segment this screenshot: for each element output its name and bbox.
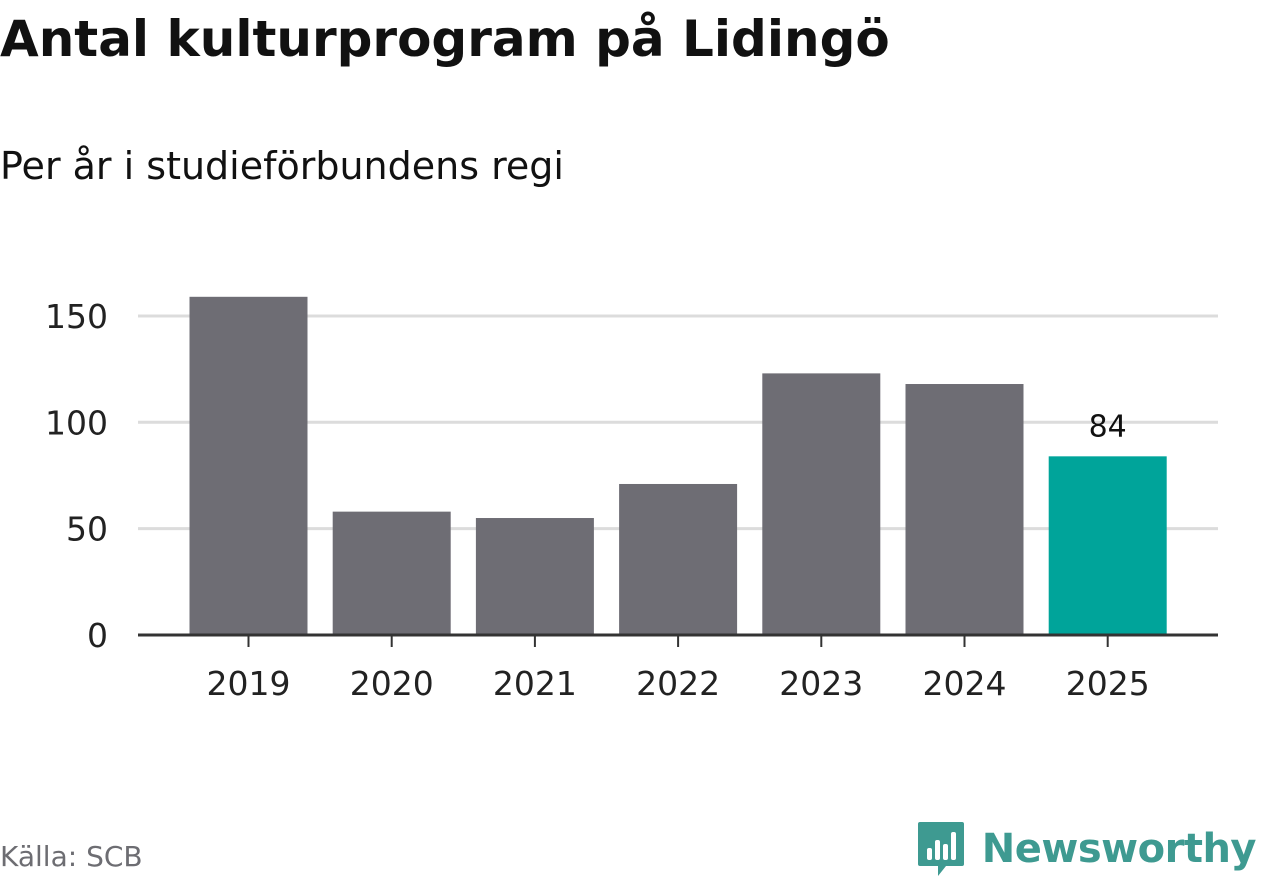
x-tick-label: 2025 bbox=[1066, 664, 1150, 703]
bar-chart-speech-bubble-icon bbox=[917, 822, 964, 876]
bar-2022 bbox=[619, 483, 738, 635]
x-tick-label: 2020 bbox=[350, 664, 434, 703]
bars bbox=[189, 296, 1167, 635]
x-tick-label: 2023 bbox=[779, 664, 863, 703]
x-tick-label: 2022 bbox=[636, 664, 720, 703]
x-tick-label: 2019 bbox=[207, 664, 291, 703]
chart-subtitle: Per år i studieförbundens regi bbox=[0, 144, 564, 188]
data-label: 84 bbox=[1089, 409, 1127, 444]
chart-title: Antal kulturprogram på Lidingö bbox=[0, 10, 890, 68]
y-tick-label: 50 bbox=[66, 510, 108, 549]
brand-logo: Newsworthy bbox=[916, 820, 1257, 878]
bar-2023 bbox=[762, 373, 881, 635]
labels: 0 50 100 150 2019 2020 2021 2022 2023 2024 2025 84 bbox=[45, 297, 1150, 703]
bar-2025 bbox=[1048, 456, 1167, 635]
y-tick-label: 0 bbox=[87, 616, 108, 655]
x-tick-label: 2024 bbox=[923, 664, 1007, 703]
bar-2024 bbox=[905, 384, 1024, 635]
bar-2021 bbox=[475, 518, 594, 635]
brand-name: Newsworthy bbox=[981, 826, 1257, 872]
axes bbox=[138, 633, 1218, 647]
bar-2020 bbox=[332, 511, 451, 635]
bar-2019 bbox=[189, 296, 308, 635]
y-tick-label: 150 bbox=[45, 297, 108, 336]
y-tick-label: 100 bbox=[45, 403, 108, 442]
x-tick-label: 2021 bbox=[493, 664, 577, 703]
source-note: Källa: SCB bbox=[0, 840, 143, 873]
